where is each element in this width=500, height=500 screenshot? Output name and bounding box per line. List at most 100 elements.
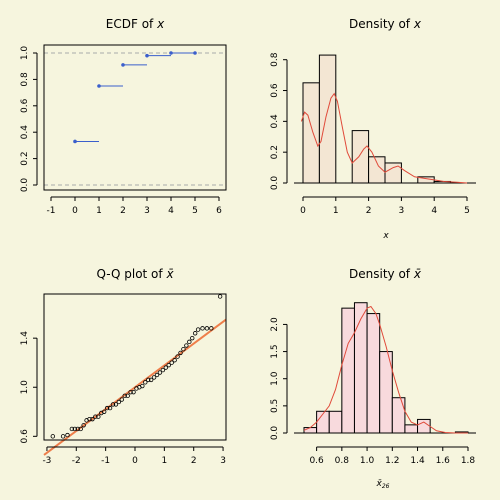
qq-point: [157, 370, 163, 375]
qq-point: [195, 327, 201, 332]
qq-point: [78, 426, 83, 432]
qq-point: [175, 354, 180, 359]
qq-point: [131, 389, 136, 395]
histogram-bar: [417, 418, 431, 434]
y-tick-label: 0.4: [20, 125, 30, 140]
panel-title: Q-Q plot of x̄: [96, 267, 174, 281]
qq-point: [187, 339, 192, 345]
histogram-bar: [391, 397, 406, 434]
x-tick-label: 0.8: [335, 456, 350, 466]
qq-point: [107, 405, 113, 411]
x-axis-label-variable: x̄: [376, 479, 383, 489]
qq-point: [125, 393, 130, 399]
x-tick-label: 1.0: [360, 456, 375, 466]
title-variable: x̄: [413, 267, 422, 281]
x-tick-label: 1: [333, 206, 339, 216]
qq-point: [113, 402, 119, 407]
ecdf-point: [121, 63, 125, 67]
y-tick-label: 0.0: [270, 426, 280, 441]
x-tick-label: 3: [144, 206, 150, 216]
x-tick-label: 1.6: [436, 456, 451, 466]
qq-point: [90, 416, 95, 422]
x-tick-label: 1.2: [385, 456, 399, 466]
x-tick-label: 0: [132, 456, 138, 466]
qq-point: [146, 377, 151, 383]
ecdf-point: [97, 84, 101, 88]
x-tick-label: 4: [431, 206, 437, 216]
plot-frame: [43, 293, 227, 441]
y-tick-label: 1.5: [270, 344, 280, 358]
title-variable: x̄: [165, 267, 174, 281]
x-tick-label: -1: [47, 206, 56, 216]
y-tick-label: 1.0: [20, 380, 30, 395]
qq-point: [169, 360, 174, 365]
y-tick-label: 2.0: [270, 317, 280, 332]
qq-point: [119, 397, 124, 402]
qq-point: [209, 326, 214, 331]
y-tick-label: 0.6: [20, 429, 30, 444]
y-tick-label: 1.4: [20, 331, 30, 346]
title-text: Density of: [349, 17, 414, 31]
qq-point: [178, 350, 183, 356]
x-tick-label: 2: [120, 206, 126, 216]
qq-point: [160, 367, 166, 373]
title-text: ECDF of: [106, 17, 157, 31]
qq-point: [163, 365, 169, 370]
histogram-bar: [384, 162, 402, 184]
x-axis-label: x̄26: [376, 479, 390, 490]
qq-point: [217, 294, 223, 299]
qq-point: [110, 402, 116, 407]
qq-point: [166, 362, 171, 368]
histogram-bar: [351, 130, 370, 184]
ecdf-point: [193, 51, 197, 55]
qq-point: [65, 432, 70, 438]
x-tick-label: 1.4: [410, 456, 425, 466]
title-text: Q-Q plot of: [96, 267, 166, 281]
qq-point: [72, 426, 78, 432]
x-tick-label: 0.6: [309, 456, 324, 466]
x-axis-label: x: [382, 231, 389, 241]
y-tick-label: 0.8: [20, 72, 30, 87]
x-tick-label: -1: [101, 456, 110, 466]
qq-point: [148, 377, 154, 383]
title-text: Density of: [349, 267, 414, 281]
density-xbar-panel: Density of x̄ 0.6 0.8 1.0 1.2 1.4 1.6 1.8 0.0 0.5…: [270, 267, 476, 490]
x-tick-label: 3: [399, 206, 405, 216]
qq-point: [184, 343, 189, 348]
x-tick-label: 1.8: [461, 456, 476, 466]
qq-point: [204, 326, 210, 331]
x-tick-label: 1: [161, 456, 167, 466]
histogram-bar: [341, 307, 355, 434]
histogram-bar: [303, 427, 318, 434]
x-tick-label: 5: [464, 206, 470, 216]
qq-point: [93, 414, 98, 419]
x-tick-label: 2: [191, 456, 197, 466]
qq-point: [190, 335, 195, 341]
x-tick-label: 1: [96, 206, 102, 216]
qq-point: [181, 347, 186, 352]
x-tick-label: -3: [42, 456, 51, 466]
y-tick-label: 0.2: [270, 145, 280, 159]
y-tick-label: 0.2: [20, 151, 30, 165]
qq-point: [122, 393, 127, 399]
qq-point: [140, 383, 145, 389]
density-x-panel: Density of x 0 1 2 3 4 5 0.0 0.2 0.4 0.6 0.8 x: [270, 17, 476, 241]
qq-point: [50, 434, 56, 439]
x-tick-label: 2: [366, 206, 372, 216]
y-tick-label: 0.6: [270, 83, 280, 98]
y-tick-label: 0.8: [270, 52, 280, 67]
qq-point: [128, 389, 133, 395]
x-tick-label: 5: [192, 206, 198, 216]
qq-point: [75, 426, 80, 432]
ecdf-point: [145, 53, 149, 58]
ecdf-panel: ECDF of x -1 0 1 2 3 4 5 6 0.0 0.2 0.4 0.6 0.8 1.0: [20, 17, 227, 216]
panel-title: ECDF of x: [106, 17, 165, 31]
y-tick-label: 1.0: [20, 46, 30, 61]
x-tick-label: 3: [220, 456, 226, 466]
histogram-bar: [328, 410, 343, 434]
qq-point: [104, 405, 110, 411]
qq-point: [60, 434, 66, 439]
qq-point: [101, 409, 107, 414]
